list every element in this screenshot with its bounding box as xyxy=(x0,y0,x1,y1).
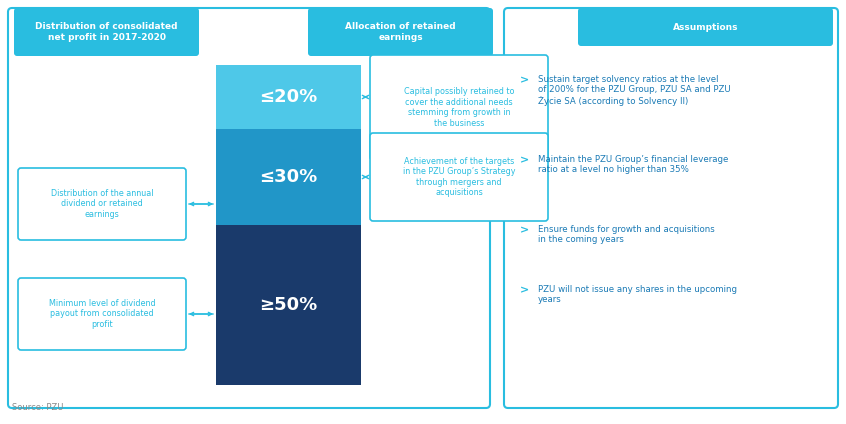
FancyBboxPatch shape xyxy=(14,8,199,56)
Text: Assumptions: Assumptions xyxy=(673,22,739,31)
Text: Distribution of consolidated
net profit in 2017-2020: Distribution of consolidated net profit … xyxy=(36,22,178,42)
Bar xyxy=(216,225,361,385)
Text: Capital possibly retained to
cover the additional needs
stemming from growth in
: Capital possibly retained to cover the a… xyxy=(404,87,514,128)
Text: >: > xyxy=(520,285,530,295)
FancyBboxPatch shape xyxy=(370,133,548,221)
Text: Allocation of retained
earnings: Allocation of retained earnings xyxy=(345,22,456,42)
Text: Sustain target solvency ratios at the level
of 200% for the PZU Group, PZU SA an: Sustain target solvency ratios at the le… xyxy=(538,75,731,106)
FancyBboxPatch shape xyxy=(18,168,186,240)
Bar xyxy=(216,65,361,129)
FancyBboxPatch shape xyxy=(578,8,833,46)
Text: Source: PZU: Source: PZU xyxy=(12,403,63,412)
Text: Maintain the PZU Group’s financial leverage
ratio at a level no higher than 35%: Maintain the PZU Group’s financial lever… xyxy=(538,155,728,174)
Text: >: > xyxy=(520,155,530,165)
FancyBboxPatch shape xyxy=(308,8,493,56)
FancyBboxPatch shape xyxy=(18,278,186,350)
Text: PZU will not issue any shares in the upcoming
years: PZU will not issue any shares in the upc… xyxy=(538,285,737,304)
Text: ≥50%: ≥50% xyxy=(260,296,317,314)
Text: ≤20%: ≤20% xyxy=(260,88,317,106)
Bar xyxy=(216,129,361,225)
Text: ≤30%: ≤30% xyxy=(260,168,317,186)
FancyBboxPatch shape xyxy=(370,55,548,160)
Text: >: > xyxy=(520,225,530,235)
Text: Ensure funds for growth and acquisitions
in the coming years: Ensure funds for growth and acquisitions… xyxy=(538,225,715,244)
Text: Distribution of the annual
dividend or retained
earnings: Distribution of the annual dividend or r… xyxy=(51,189,153,219)
Text: >: > xyxy=(520,75,530,85)
Text: Achievement of the targets
in the PZU Group’s Strategy
through mergers and
acqui: Achievement of the targets in the PZU Gr… xyxy=(403,157,515,197)
Text: Minimum level of dividend
payout from consolidated
profit: Minimum level of dividend payout from co… xyxy=(49,299,156,329)
